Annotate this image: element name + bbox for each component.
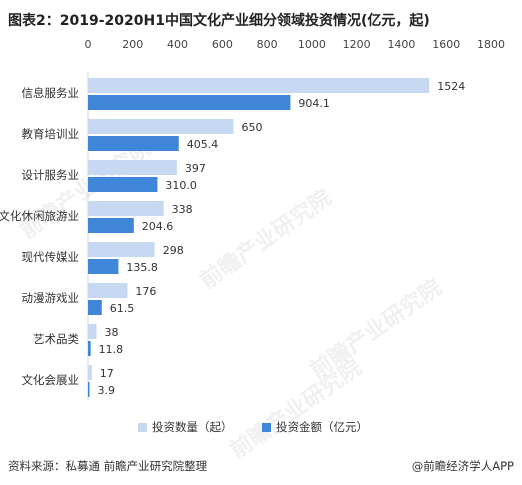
bar bbox=[88, 160, 177, 175]
category-label: 教育培训业 bbox=[22, 127, 80, 141]
data-label: 310.0 bbox=[165, 179, 197, 192]
data-label: 3.9 bbox=[98, 384, 116, 397]
category-label: 文化休闲旅游业 bbox=[0, 209, 79, 223]
data-label: 61.5 bbox=[110, 302, 135, 315]
watermark-text: 前瞻产业研究院 bbox=[305, 274, 446, 384]
x-tick-label: 800 bbox=[257, 38, 278, 51]
data-label: 405.4 bbox=[187, 138, 219, 151]
x-tick-label: 1200 bbox=[343, 38, 371, 51]
data-label: 11.8 bbox=[99, 343, 124, 356]
data-label: 38 bbox=[105, 326, 119, 339]
category-label: 文化会展业 bbox=[22, 373, 80, 387]
bar bbox=[88, 242, 155, 257]
x-tick-label: 1600 bbox=[432, 38, 460, 51]
data-label: 17 bbox=[100, 367, 114, 380]
bar bbox=[88, 300, 102, 315]
x-tick-label: 1400 bbox=[387, 38, 415, 51]
category-label: 动漫游戏业 bbox=[22, 291, 80, 305]
data-label: 176 bbox=[135, 285, 156, 298]
category-label: 设计服务业 bbox=[22, 168, 80, 182]
category-label: 艺术品类 bbox=[33, 332, 79, 346]
x-tick-label: 1000 bbox=[298, 38, 326, 51]
credit-label: @前瞻经济学人APP bbox=[411, 459, 514, 473]
source-note: 资料来源：私募通 前瞻产业研究院整理 bbox=[8, 459, 208, 473]
chart-title: 图表2：2019-2020H1中国文化产业细分领域投资情况(亿元，起) bbox=[8, 13, 430, 29]
category-label: 信息服务业 bbox=[22, 86, 80, 100]
legend-label: 投资金额（亿元） bbox=[276, 420, 368, 434]
data-label: 650 bbox=[242, 121, 263, 134]
data-label: 397 bbox=[185, 162, 206, 175]
bar bbox=[88, 259, 119, 274]
bar bbox=[88, 382, 90, 397]
legend-swatch bbox=[138, 423, 147, 432]
data-label: 1524 bbox=[437, 80, 465, 93]
data-label: 204.6 bbox=[142, 220, 174, 233]
x-tick-label: 600 bbox=[212, 38, 233, 51]
data-label: 135.8 bbox=[126, 261, 158, 274]
bar bbox=[88, 365, 92, 380]
bar bbox=[88, 218, 134, 233]
data-label: 904.1 bbox=[298, 97, 330, 110]
watermark-text: 前瞻产业研究院 bbox=[195, 184, 336, 294]
bar bbox=[88, 324, 97, 339]
bar bbox=[88, 283, 128, 298]
x-tick-label: 400 bbox=[167, 38, 188, 51]
category-label: 现代传媒业 bbox=[22, 250, 80, 264]
bar bbox=[88, 78, 430, 93]
data-label: 338 bbox=[172, 203, 193, 216]
bar bbox=[88, 177, 158, 192]
watermark-text: 前瞻产业研究院 bbox=[225, 354, 366, 464]
x-tick-label: 1800 bbox=[477, 38, 505, 51]
x-tick-label: 200 bbox=[122, 38, 143, 51]
bar bbox=[88, 95, 291, 110]
legend-swatch bbox=[262, 423, 271, 432]
data-label: 298 bbox=[163, 244, 184, 257]
x-tick-label: 0 bbox=[85, 38, 92, 51]
bar bbox=[88, 119, 234, 134]
bar bbox=[88, 341, 91, 356]
bar bbox=[88, 136, 179, 151]
bar bbox=[88, 201, 164, 216]
legend-label: 投资数量（起） bbox=[152, 420, 233, 434]
